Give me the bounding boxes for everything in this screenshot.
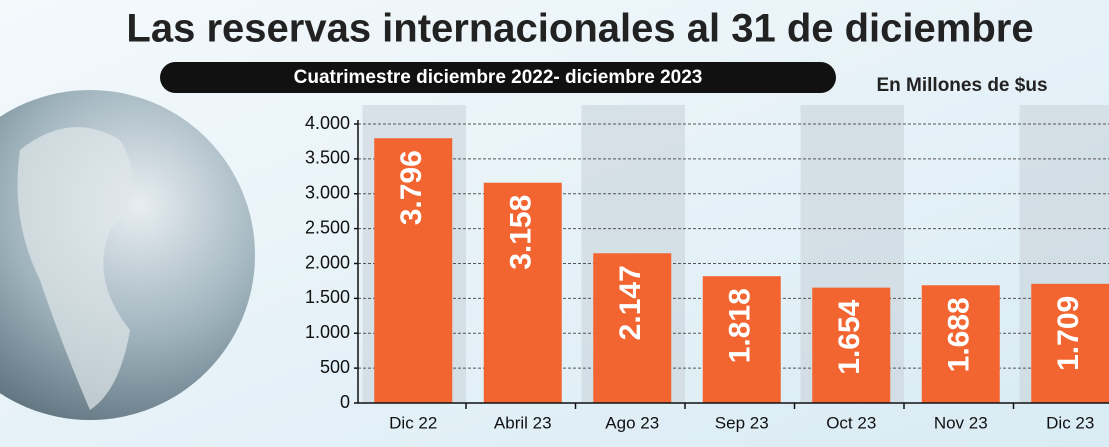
y-tick-label: 0 <box>340 392 350 412</box>
value-label: 1.709 <box>1052 296 1085 371</box>
unit-label: En Millones de $us <box>876 75 1047 96</box>
bar <box>374 138 453 403</box>
value-label: 3.796 <box>395 150 428 225</box>
y-tick-label: 2.000 <box>305 252 350 272</box>
value-label: 2.147 <box>614 265 647 340</box>
y-tick-label: 4.000 <box>305 113 350 133</box>
bar <box>702 276 781 403</box>
x-tick-label: Dic 23 <box>1046 413 1094 432</box>
value-label: 1.654 <box>833 299 866 374</box>
x-tick-label: Oct 23 <box>826 413 876 432</box>
bar <box>921 285 1000 403</box>
x-tick-label: Abril 23 <box>494 413 552 432</box>
bar <box>483 182 562 403</box>
value-label: 3.158 <box>505 195 538 270</box>
bar <box>1031 283 1109 403</box>
x-tick-label: Ago 23 <box>605 413 659 432</box>
value-label: 1.688 <box>943 297 976 372</box>
y-tick-label: 3.000 <box>305 183 350 203</box>
subtitle: Cuatrimestre diciembre 2022- diciembre 2… <box>294 67 703 88</box>
chart-title: Las reservas internacionales al 31 de di… <box>126 7 1033 51</box>
x-tick-label: Sep 23 <box>715 413 769 432</box>
y-tick-label: 2.500 <box>305 217 350 237</box>
y-tick-label: 1.000 <box>305 322 350 342</box>
y-tick-label: 1.500 <box>305 287 350 307</box>
bar <box>812 287 891 403</box>
subtitle-banner <box>160 62 836 93</box>
x-tick-label: Dic 22 <box>389 413 437 432</box>
x-tick-label: Nov 23 <box>934 413 988 432</box>
y-tick-label: 3.500 <box>305 148 350 168</box>
globe-continent <box>17 127 133 410</box>
bar <box>593 253 672 403</box>
value-label: 1.818 <box>724 288 757 363</box>
y-tick-label: 500 <box>320 357 350 377</box>
